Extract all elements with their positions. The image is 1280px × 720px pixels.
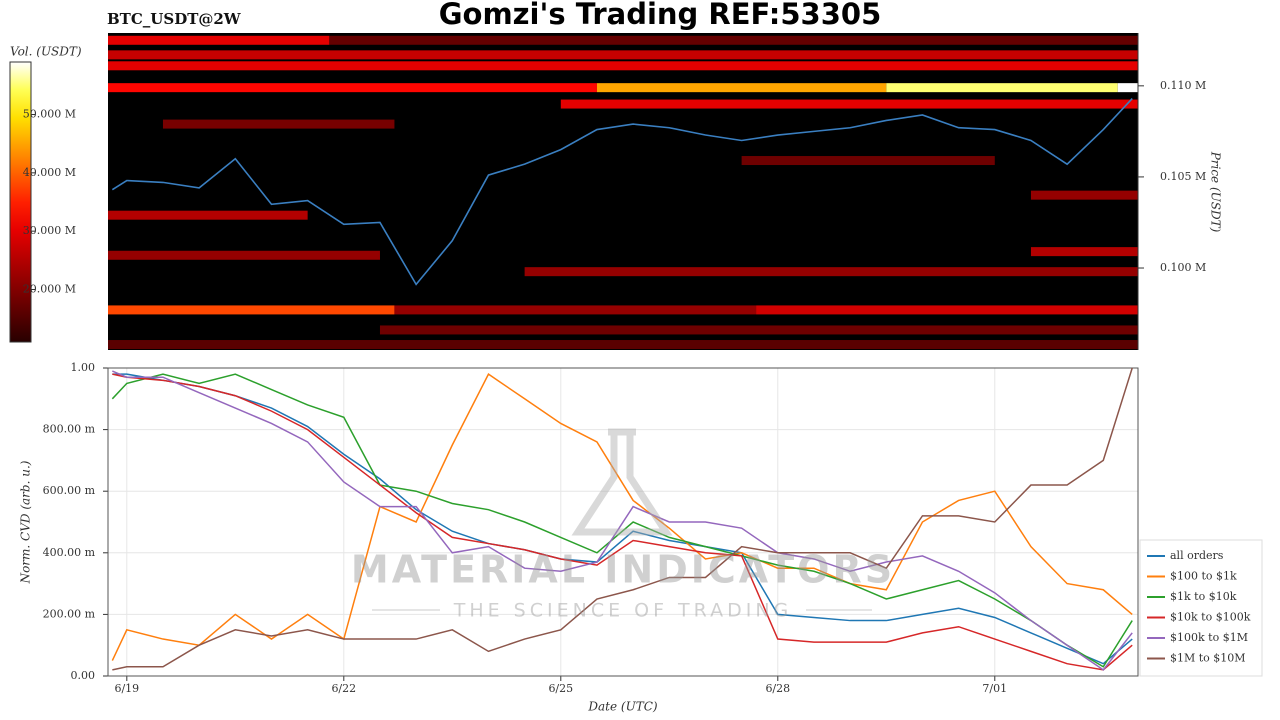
heat-cell — [886, 83, 1118, 93]
legend-label: $1M to $10M — [1170, 652, 1246, 665]
chart-title: Gomzi's Trading REF:53305 — [439, 0, 882, 31]
watermark-text: THE SCIENCE OF TRADING — [453, 600, 793, 622]
y-tick-label: 0.110 M — [1160, 79, 1206, 92]
heat-cell — [108, 83, 597, 93]
y-tick-label: 0.105 M — [1160, 170, 1206, 183]
heatmap-background — [108, 33, 1138, 350]
colorbar — [9, 61, 32, 343]
legend-label: $100k to $1M — [1170, 631, 1248, 644]
legend-label: all orders — [1170, 549, 1224, 562]
x-tick-label: 6/25 — [548, 682, 573, 695]
heat-cell — [108, 35, 330, 45]
heat-cell — [1030, 190, 1138, 200]
legend-label: $100 to $1k — [1170, 570, 1237, 583]
series-line — [112, 370, 1133, 671]
heat-cell — [108, 340, 1138, 350]
heatmap: 0.100 M 0.105 M 0.110 M 20.000 M 30.000 M 40.… — [9, 33, 1206, 350]
series-line — [112, 373, 1133, 665]
plot-frame — [107, 367, 1139, 677]
heat-cell — [560, 99, 1138, 109]
watermark-icon — [571, 428, 673, 536]
cvd-plot: 6/19 6/22 6/25 6/28 7/01 0.00 200.00 m 400.00 m… — [43, 361, 1263, 695]
heat-cell — [162, 119, 395, 129]
heat-cell — [741, 156, 995, 166]
heat-cell — [524, 267, 1138, 277]
y-tick-label: 800.00 m — [43, 423, 96, 436]
legend-label: $1k to $10k — [1170, 590, 1237, 603]
heat-cell — [108, 61, 1138, 71]
x-tick-label: 7/01 — [982, 682, 1007, 695]
y-tick-label: 0.100 M — [1160, 261, 1206, 274]
colorbar-label: Vol. (USDT) — [10, 45, 82, 59]
y-tick-label: 1.00 — [71, 361, 96, 374]
series-line — [112, 367, 1133, 671]
heat-cell — [596, 83, 887, 93]
y-tick-label: 200.00 m — [43, 607, 96, 620]
heat-cell — [108, 50, 1138, 60]
chart-subtitle: BTC_USDT@2W — [107, 10, 242, 28]
heat-cell — [108, 250, 380, 260]
heat-cell — [394, 305, 757, 315]
colorbar-tick-label: 30.000 M — [23, 224, 76, 237]
series-line — [111, 373, 1133, 668]
watermark: MATERIAL INDICATORS THE SCIENCE OF TRADIN… — [351, 428, 895, 622]
y-tick-label: 400.00 m — [43, 546, 96, 559]
x-tick-label: 6/19 — [114, 682, 139, 695]
legend-box — [1139, 539, 1263, 677]
colorbar-tick-label: 40.000 M — [23, 166, 76, 179]
x-axis-label: Date (UTC) — [587, 700, 657, 714]
legend-label: $10k to $100k — [1170, 611, 1251, 624]
heat-cell — [379, 325, 1138, 335]
price-line — [111, 98, 1133, 286]
heat-cell — [756, 305, 1138, 315]
y-tick-label: 600.00 m — [43, 484, 96, 497]
heat-cell — [108, 210, 308, 220]
heat-cell — [1030, 247, 1138, 257]
colorbar-tick-label: 50.000 M — [23, 108, 76, 121]
heat-cell — [108, 305, 395, 315]
y-axis-label: Norm. CVD (arb. u.) — [19, 460, 33, 584]
x-tick-label: 6/28 — [765, 682, 790, 695]
series-line — [112, 373, 1133, 671]
colorbar-tick-label: 20.000 M — [23, 283, 76, 296]
heat-cell — [1117, 83, 1138, 93]
y-tick-label: 0.00 — [71, 669, 96, 682]
y-axis-label: Price (USDT) — [1209, 151, 1223, 233]
watermark-text: MATERIAL INDICATORS — [351, 548, 895, 592]
x-tick-label: 6/22 — [331, 682, 356, 695]
heat-cell — [329, 35, 1139, 45]
